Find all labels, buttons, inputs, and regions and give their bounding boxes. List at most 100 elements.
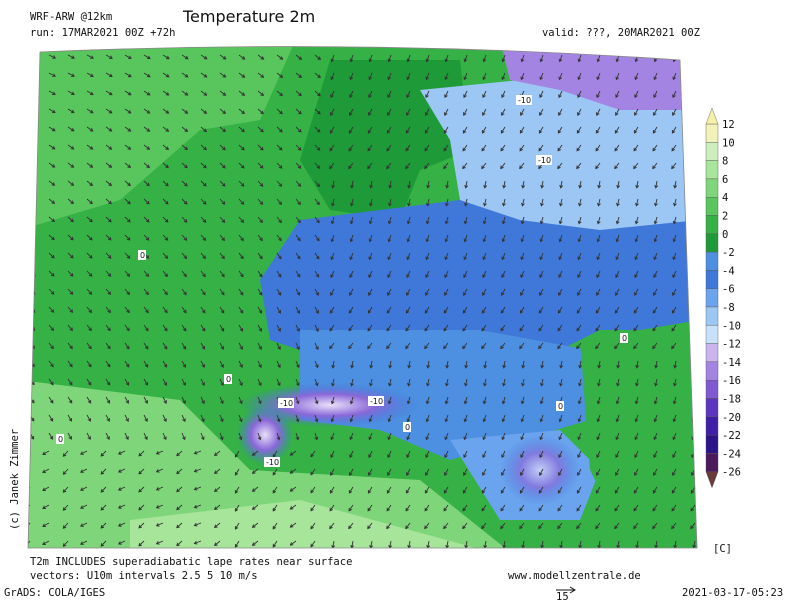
wind-arrow [29, 144, 37, 150]
wind-arrow [219, 162, 226, 169]
wind-arrow [367, 504, 373, 512]
wind-arrow [672, 414, 677, 423]
wind-arrow [272, 486, 278, 494]
wind-arrow [48, 378, 54, 386]
map-frame [27, 46, 698, 549]
wind-arrow [539, 396, 544, 405]
wind-arrow [213, 468, 221, 475]
wind-arrow [124, 162, 132, 169]
wind-arrow [276, 342, 281, 351]
wind-arrow [539, 288, 544, 296]
wind-arrow [28, 468, 31, 476]
wind-arrow [558, 432, 563, 441]
colorbar-swatch [705, 123, 719, 143]
wind-arrow [79, 468, 88, 473]
sea-area [28, 380, 520, 549]
wind-arrow [634, 414, 639, 423]
wind-arrow [483, 378, 487, 387]
wind-arrow [200, 180, 207, 187]
title: Temperature 2m [182, 7, 315, 26]
wind-arrow [369, 180, 374, 189]
colorbar-swatch [705, 233, 719, 253]
wind-arrow [143, 270, 150, 278]
wind-arrow [691, 90, 696, 99]
wind-arrow [558, 216, 563, 225]
wind-arrow [48, 324, 55, 332]
wind-arrow [425, 72, 430, 81]
wind-arrow [86, 216, 93, 223]
wind-arrow [200, 108, 208, 114]
wind-arrow [501, 252, 506, 261]
wind-arrow [595, 342, 601, 350]
wind-arrow [653, 72, 658, 81]
wind-arrow [424, 504, 430, 512]
wind-arrow [386, 144, 392, 152]
wind-arrow [653, 216, 658, 225]
wind-arrow [117, 522, 126, 527]
wind-arrow [234, 450, 240, 458]
wind-arrow [671, 162, 677, 170]
wind-arrow [634, 234, 639, 243]
wind-arrow [289, 540, 297, 546]
wind-arrow [653, 108, 658, 116]
wind-arrow [444, 414, 449, 423]
wind-arrow [633, 486, 639, 494]
wind-arrow [330, 432, 335, 441]
wind-arrow [483, 360, 488, 369]
wind-arrow [272, 450, 278, 458]
wind-arrow [200, 198, 207, 205]
colorbar-label: 0 [722, 229, 728, 241]
wind-arrow [219, 414, 224, 423]
wind-arrow [634, 396, 639, 405]
wind-arrow [483, 180, 488, 189]
wind-arrow [257, 144, 264, 151]
wind-arrow [181, 306, 187, 314]
wind-arrow [596, 468, 601, 476]
wind-arrow [100, 450, 107, 457]
wind-arrow [690, 342, 696, 350]
wind-arrow [276, 126, 283, 133]
wind-arrow [200, 432, 205, 441]
wind-arrow [330, 90, 335, 99]
wind-arrow [276, 216, 282, 224]
wind-arrow [238, 360, 243, 369]
wind-arrow [424, 306, 430, 314]
wind-arrow [295, 108, 302, 115]
wind-arrow [219, 432, 224, 441]
wind-arrow [124, 126, 132, 132]
wind-arrow [368, 270, 373, 279]
wind-arrow [219, 324, 225, 332]
wind-arrow [444, 432, 449, 441]
wind-arrow [272, 540, 278, 548]
wind-arrow [635, 198, 639, 207]
wind-arrow [48, 54, 57, 59]
wind-arrow [387, 468, 392, 476]
wind-arrow [387, 72, 392, 81]
wind-arrow [577, 396, 582, 405]
wind-arrow [234, 504, 240, 512]
wind-arrow [634, 90, 639, 99]
wind-arrow [539, 252, 544, 261]
wind-arrow [181, 126, 189, 132]
wind-arrow [368, 450, 373, 459]
wind-arrow [295, 54, 303, 60]
wind-arrow [425, 252, 430, 261]
colorbar-label: -20 [722, 412, 741, 424]
wind-arrow [162, 324, 168, 332]
wind-arrow [444, 468, 449, 476]
wind-arrow [276, 270, 282, 278]
wind-arrow [138, 522, 145, 529]
wind-arrow [257, 432, 262, 441]
wind-arrow [329, 324, 335, 332]
colorbar-label: -6 [722, 284, 735, 296]
wind-arrow [577, 432, 582, 441]
wind-arrow [86, 270, 93, 277]
wind-arrow [162, 216, 169, 223]
wind-arrow [251, 450, 259, 456]
wind-arrow [181, 270, 187, 278]
wind-arrow [540, 180, 545, 189]
wind-arrow [463, 414, 468, 423]
wind-arrow [615, 90, 620, 99]
wind-arrow [387, 108, 392, 116]
wind-arrow [690, 306, 696, 314]
